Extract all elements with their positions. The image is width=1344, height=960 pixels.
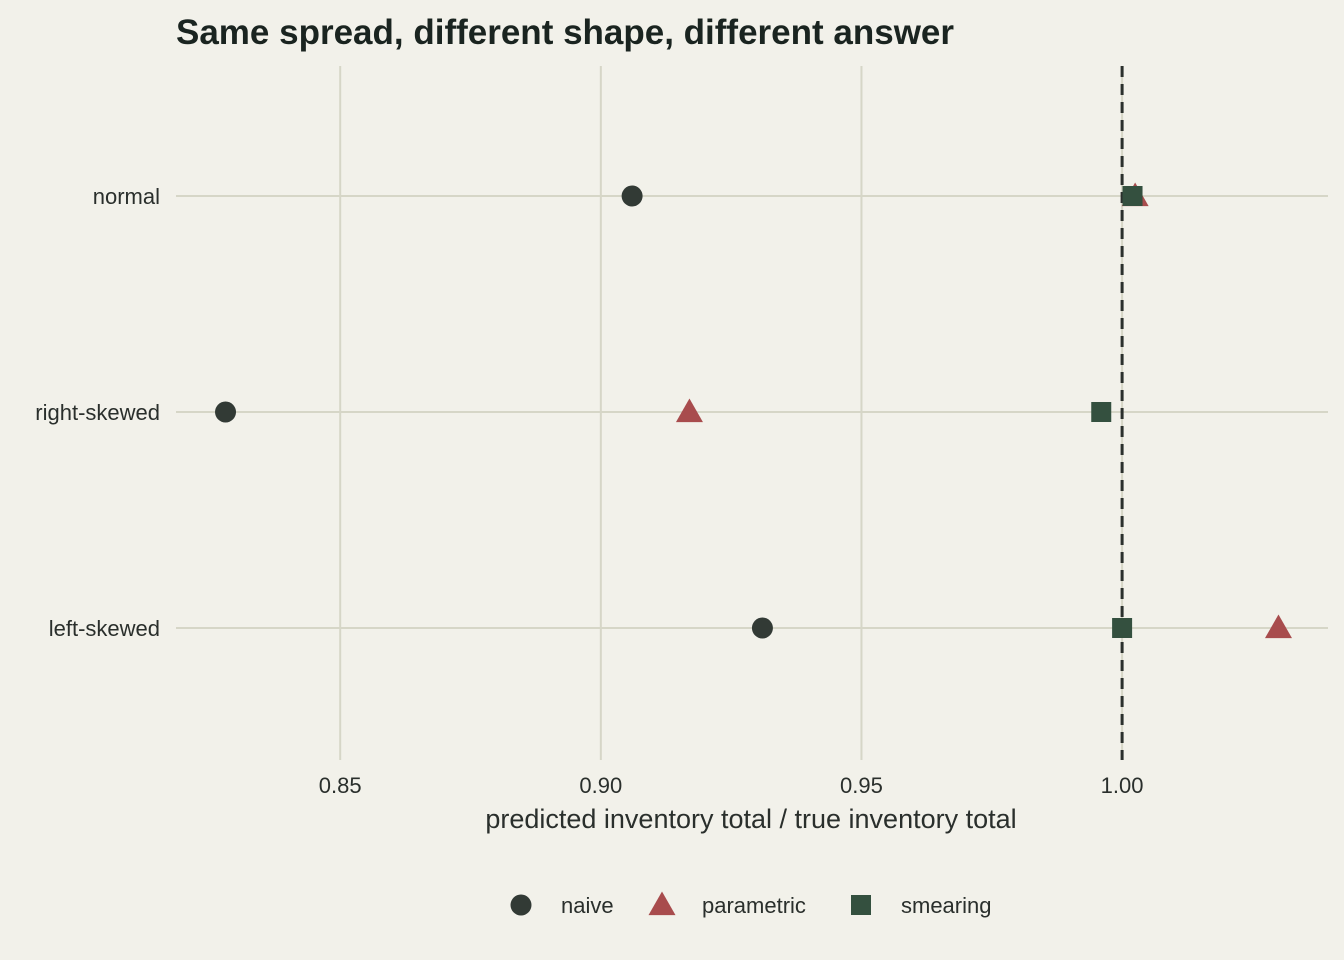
data-points: naive · normal: 0.906 naive · right-skewe… — [215, 182, 1292, 639]
x-tick-label: 1.00 — [1101, 773, 1144, 798]
point-smearing: smearing · normal: 1.002 — [1122, 186, 1143, 206]
legend-key-smearing — [851, 895, 871, 915]
y-tick-labels: normal right-skewed left-skewed — [35, 184, 160, 641]
x-tick-labels: 0.85 0.90 0.95 1.00 — [319, 773, 1144, 798]
point-naive: naive · left-skewed: 0.931 — [751, 617, 773, 639]
point-naive: naive · normal: 0.906 — [621, 185, 643, 207]
legend-label-naive: naive — [561, 893, 614, 918]
point-parametric: parametric · left-skewed: 1.03 — [1264, 614, 1292, 639]
x-tick-label: 0.90 — [579, 773, 622, 798]
y-tick-label: right-skewed — [35, 400, 160, 425]
point-smearing: smearing · right-skewed: 0.996 — [1091, 402, 1112, 422]
legend-label-smearing: smearing — [901, 893, 991, 918]
y-tick-label: left-skewed — [49, 616, 160, 641]
legend-label-parametric: parametric — [702, 893, 806, 918]
legend: naive parametric smearing — [510, 891, 991, 918]
point-smearing: smearing · left-skewed: 1 — [1112, 618, 1133, 638]
x-axis-title: predicted inventory total / true invento… — [485, 804, 1016, 834]
point-naive: naive · right-skewed: 0.828 — [215, 401, 237, 423]
point-parametric: parametric · right-skewed: 0.917 — [675, 398, 703, 423]
grid-lines — [176, 66, 1328, 760]
y-tick-label: normal — [93, 184, 160, 209]
x-tick-label: 0.95 — [840, 773, 883, 798]
chart-title: Same spread, different shape, different … — [176, 13, 954, 52]
x-tick-label: 0.85 — [319, 773, 362, 798]
legend-key-parametric — [648, 891, 676, 916]
legend-key-naive — [510, 894, 532, 916]
